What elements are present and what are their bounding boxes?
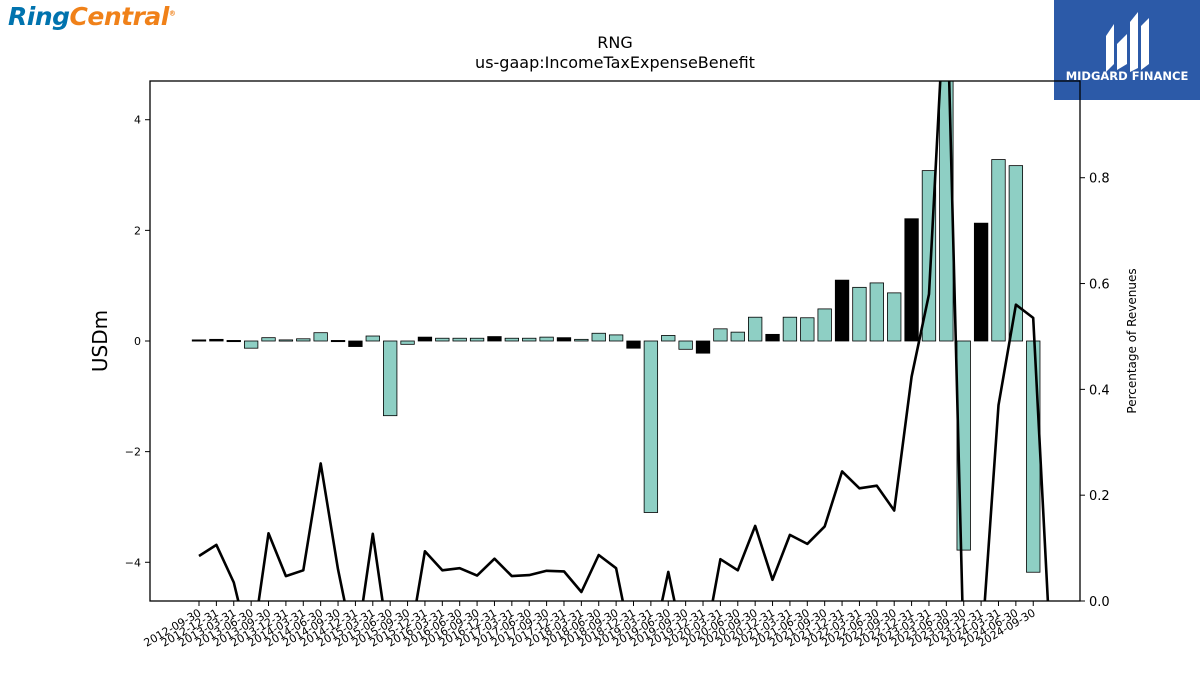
bar bbox=[713, 328, 728, 342]
logo-ring-text: Ring bbox=[8, 2, 70, 31]
bar bbox=[504, 337, 519, 342]
bar bbox=[435, 337, 450, 342]
bar bbox=[782, 316, 798, 342]
bar bbox=[591, 332, 606, 342]
badge-label: MIDGARD FINANCE bbox=[1065, 69, 1189, 83]
bar bbox=[469, 337, 485, 342]
chart-title: RNG bbox=[597, 33, 632, 52]
bar bbox=[1026, 340, 1041, 573]
bar bbox=[452, 337, 467, 342]
bar bbox=[330, 340, 346, 343]
y2-axis-label: Percentage of Revenues bbox=[1125, 268, 1139, 413]
bar bbox=[765, 333, 780, 342]
y-tick-label: −2 bbox=[125, 446, 141, 459]
bar bbox=[348, 340, 363, 347]
y2-tick-label: 0.6 bbox=[1089, 278, 1110, 293]
bar bbox=[608, 334, 624, 342]
bar bbox=[243, 340, 259, 349]
bar bbox=[887, 292, 902, 342]
bar bbox=[800, 317, 815, 342]
y2-tick-label: 0.0 bbox=[1089, 595, 1110, 610]
bar bbox=[904, 218, 919, 342]
bar bbox=[574, 338, 589, 342]
midgard-logo-icon bbox=[1106, 12, 1149, 72]
y-tick-label: 0 bbox=[134, 335, 141, 348]
y-tick-label: 4 bbox=[134, 114, 141, 127]
y2-tick-label: 0.2 bbox=[1089, 489, 1110, 504]
bar bbox=[834, 279, 850, 342]
bar bbox=[678, 340, 693, 350]
bar bbox=[209, 338, 224, 342]
bar bbox=[296, 338, 311, 342]
registered-mark: ® bbox=[168, 9, 176, 18]
bar bbox=[643, 340, 659, 513]
y2-tick-label: 0.8 bbox=[1089, 172, 1110, 187]
bar bbox=[278, 339, 294, 342]
bar bbox=[556, 337, 572, 342]
revenue-percentage-line bbox=[198, 81, 1050, 601]
bar bbox=[261, 337, 276, 342]
bar bbox=[661, 335, 676, 342]
bar bbox=[313, 332, 328, 342]
bar bbox=[869, 282, 884, 342]
logo-central-text: Central bbox=[69, 2, 170, 31]
bar bbox=[417, 336, 433, 342]
bar bbox=[400, 340, 415, 345]
bar bbox=[973, 222, 989, 342]
bar bbox=[991, 159, 1006, 342]
midgard-finance-badge: MIDGARD FINANCE bbox=[1054, 0, 1200, 100]
y-tick-label: −4 bbox=[125, 556, 141, 569]
bar bbox=[365, 335, 380, 342]
chart-subtitle: us-gaap:IncomeTaxExpenseBenefit bbox=[475, 53, 755, 72]
ringcentral-logo: RingCentral® bbox=[8, 2, 176, 31]
bar bbox=[226, 340, 241, 343]
bar bbox=[695, 340, 711, 354]
y-axis-label: USDm bbox=[88, 310, 112, 372]
bar bbox=[383, 340, 398, 417]
bar bbox=[1008, 165, 1024, 342]
y2-tick-label: 0.4 bbox=[1089, 383, 1110, 398]
bar bbox=[852, 286, 867, 342]
bar bbox=[539, 336, 554, 342]
bar bbox=[191, 339, 207, 342]
bar bbox=[748, 316, 763, 342]
bar bbox=[487, 336, 502, 342]
bar bbox=[626, 340, 641, 349]
bar bbox=[730, 331, 745, 342]
y-tick-label: 2 bbox=[134, 224, 141, 237]
bar bbox=[522, 337, 537, 342]
bar bbox=[817, 308, 832, 342]
